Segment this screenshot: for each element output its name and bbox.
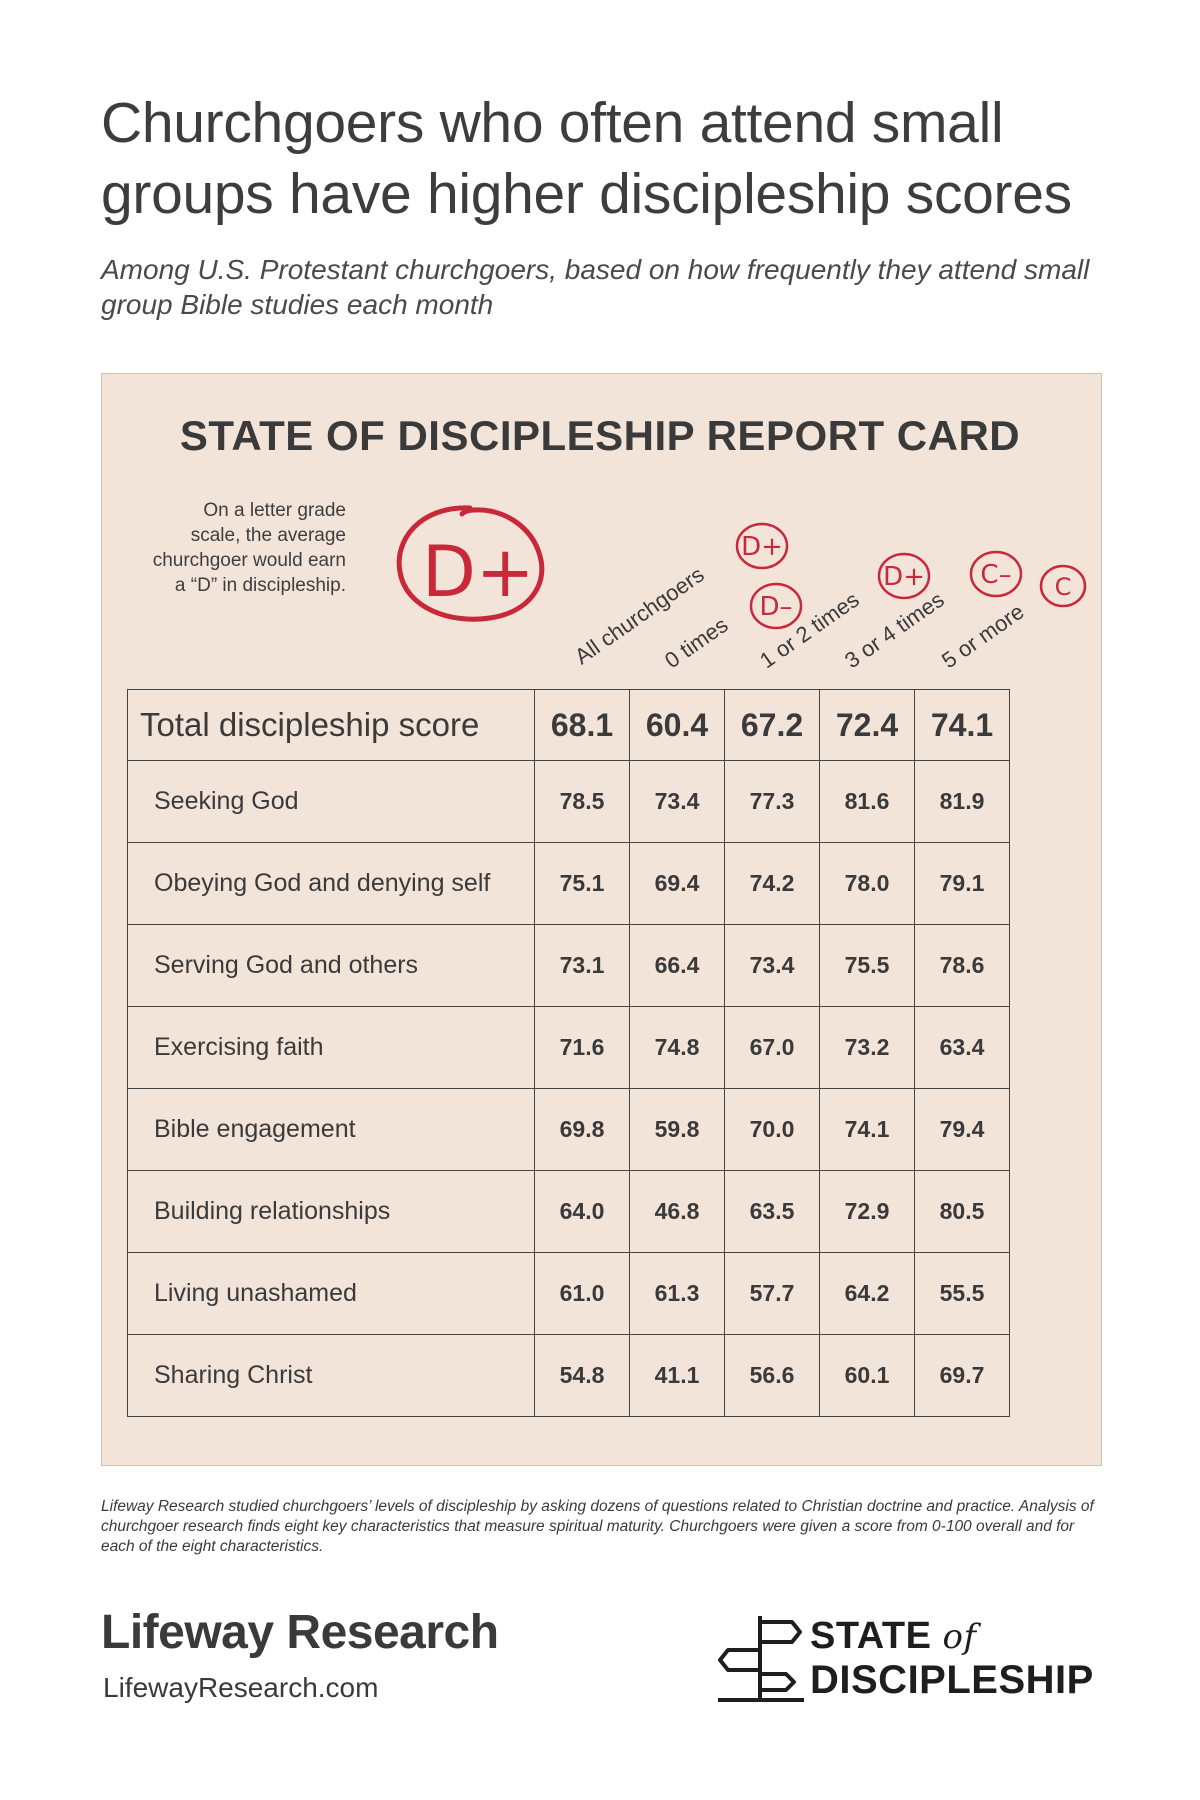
- score-cell: 66.4: [629, 924, 725, 1007]
- score-cell: 79.1: [914, 842, 1010, 925]
- score-cell: 72.4: [819, 689, 915, 761]
- score-cell: 67.2: [724, 689, 820, 761]
- overall-grade-text: D+: [422, 531, 535, 613]
- score-cell: 73.4: [724, 924, 820, 1007]
- grade-0-times: D–: [759, 592, 792, 622]
- score-cell: 69.7: [914, 1334, 1010, 1417]
- row-label: Serving God and others: [127, 924, 535, 1007]
- score-cell: 46.8: [629, 1170, 725, 1253]
- score-cell: 75.1: [534, 842, 630, 925]
- score-cell: 60.4: [629, 689, 725, 761]
- grade-circle-5-more: C: [1039, 564, 1087, 608]
- row-label: Exercising faith: [127, 1006, 535, 1089]
- grade-note: On a letter grade scale, the average chu…: [152, 500, 346, 596]
- logo-of: of: [942, 1617, 977, 1657]
- score-cell: 78.0: [819, 842, 915, 925]
- score-cell: 68.1: [534, 689, 630, 761]
- table-row: Sharing Christ 54.8 41.1 56.6 60.1 69.7: [127, 1334, 1010, 1417]
- score-cell: 60.1: [819, 1334, 915, 1417]
- table-row: Obeying God and denying self 75.1 69.4 7…: [127, 842, 1010, 925]
- score-cell: 80.5: [914, 1170, 1010, 1253]
- score-cell: 81.6: [819, 760, 915, 843]
- score-table: Total discipleship score 68.1 60.4 67.2 …: [127, 689, 1010, 1417]
- score-cell: 74.2: [724, 842, 820, 925]
- score-cell: 69.4: [629, 842, 725, 925]
- row-label: Obeying God and denying self: [127, 842, 535, 925]
- score-cell: 63.4: [914, 1006, 1010, 1089]
- score-cell: 77.3: [724, 760, 820, 843]
- row-label: Bible engagement: [127, 1088, 535, 1171]
- score-cell: 67.0: [724, 1006, 820, 1089]
- score-cell: 61.0: [534, 1252, 630, 1335]
- table-row: Seeking God 78.5 73.4 77.3 81.6 81.9: [127, 760, 1010, 843]
- score-cell: 74.1: [914, 689, 1010, 761]
- table-row: Serving God and others 73.1 66.4 73.4 75…: [127, 924, 1010, 1007]
- score-cell: 69.8: [534, 1088, 630, 1171]
- state-of-discipleship-logo[interactable]: STATE of DISCIPLESHIP: [810, 1615, 1094, 1702]
- score-cell: 59.8: [629, 1088, 725, 1171]
- grade-circle-3-4-times: C–: [969, 550, 1023, 598]
- table-row: Living unashamed 61.0 61.3 57.7 64.2 55.…: [127, 1252, 1010, 1335]
- table-row: Bible engagement 69.8 59.8 70.0 74.1 79.…: [127, 1088, 1010, 1171]
- grade-circle-0-times: D–: [749, 582, 803, 630]
- logo-line2: DISCIPLESHIP: [810, 1658, 1094, 1702]
- score-cell: 73.4: [629, 760, 725, 843]
- grade-all: D+: [741, 532, 783, 562]
- score-cell: 74.1: [819, 1088, 915, 1171]
- grade-1-2-times: D+: [883, 562, 925, 592]
- row-label: Sharing Christ: [127, 1334, 535, 1417]
- score-cell: 70.0: [724, 1088, 820, 1171]
- score-cell: 75.5: [819, 924, 915, 1007]
- brand-logo[interactable]: Lifeway Research: [101, 1606, 499, 1659]
- row-label: Total discipleship score: [127, 689, 535, 761]
- row-label: Building relationships: [127, 1170, 535, 1253]
- score-cell: 73.1: [534, 924, 630, 1007]
- score-cell: 72.9: [819, 1170, 915, 1253]
- score-cell: 71.6: [534, 1006, 630, 1089]
- report-card-title: STATE OF DISCIPLESHIP REPORT CARD: [179, 412, 1021, 459]
- score-cell: 78.5: [534, 760, 630, 843]
- row-label: Living unashamed: [127, 1252, 535, 1335]
- score-cell: 61.3: [629, 1252, 725, 1335]
- methodology-footnote: Lifeway Research studied churchgoers’ le…: [101, 1498, 1094, 1555]
- page-subtitle: Among U.S. Protestant churchgoers, based…: [101, 254, 1090, 320]
- page-title: Churchgoers who often attend small group…: [101, 91, 1072, 226]
- grade-3-4-times: C–: [980, 560, 1011, 590]
- score-cell: 54.8: [534, 1334, 630, 1417]
- table-row: Building relationships 64.0 46.8 63.5 72…: [127, 1170, 1010, 1253]
- grade-circle-all: D+: [735, 522, 789, 570]
- score-cell: 56.6: [724, 1334, 820, 1417]
- score-cell: 57.7: [724, 1252, 820, 1335]
- row-label: Seeking God: [127, 760, 535, 843]
- logo-line1: STATE: [810, 1615, 932, 1657]
- table-row: Exercising faith 71.6 74.8 67.0 73.2 63.…: [127, 1006, 1010, 1089]
- score-cell: 81.9: [914, 760, 1010, 843]
- brand-url-link[interactable]: LifewayResearch.com: [103, 1672, 379, 1703]
- score-cell: 79.4: [914, 1088, 1010, 1171]
- grade-5-more: C: [1055, 573, 1072, 601]
- score-cell: 64.2: [819, 1252, 915, 1335]
- score-cell: 55.5: [914, 1252, 1010, 1335]
- grade-circle-1-2-times: D+: [877, 552, 931, 600]
- score-cell: 41.1: [629, 1334, 725, 1417]
- score-cell: 64.0: [534, 1170, 630, 1253]
- overall-grade-stamp: D+: [396, 505, 545, 622]
- table-row-total: Total discipleship score 68.1 60.4 67.2 …: [127, 689, 1010, 761]
- score-cell: 73.2: [819, 1006, 915, 1089]
- score-cell: 74.8: [629, 1006, 725, 1089]
- signpost-icon: [718, 1616, 804, 1702]
- score-cell: 63.5: [724, 1170, 820, 1253]
- score-cell: 78.6: [914, 924, 1010, 1007]
